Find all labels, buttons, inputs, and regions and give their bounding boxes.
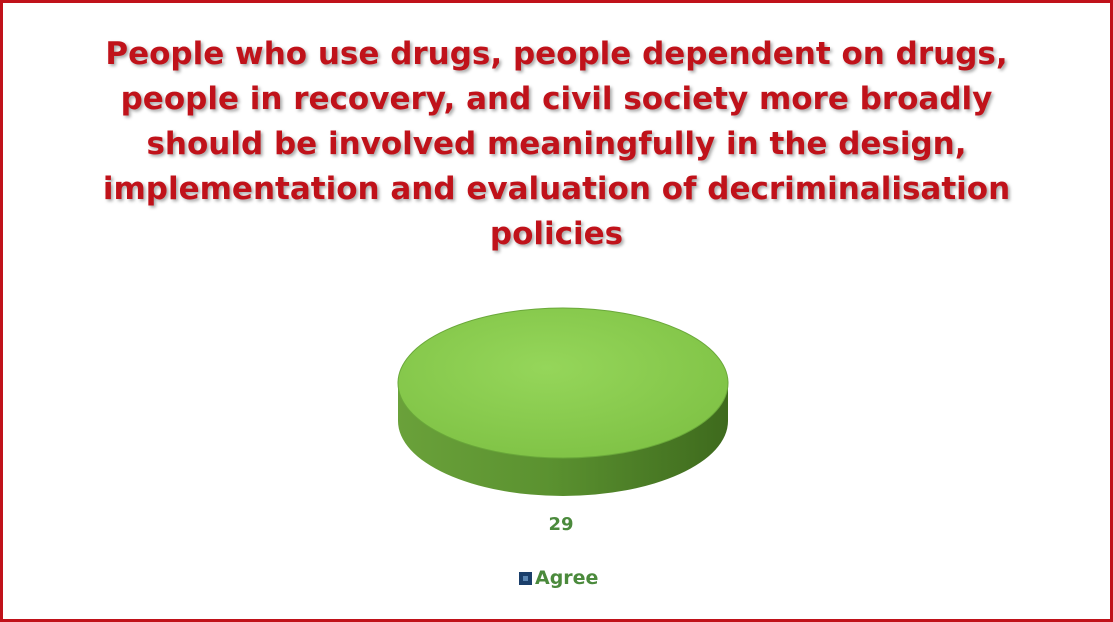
chart-title: People who use drugs, people dependent o… [102, 36, 1011, 252]
data-label: 29 [548, 514, 573, 535]
legend: Agree [519, 567, 598, 589]
legend-swatch-agree [519, 571, 532, 585]
pie-slice-side [398, 383, 728, 496]
pie-slice-agree [397, 307, 729, 459]
legend-label-agree: Agree [535, 567, 599, 589]
